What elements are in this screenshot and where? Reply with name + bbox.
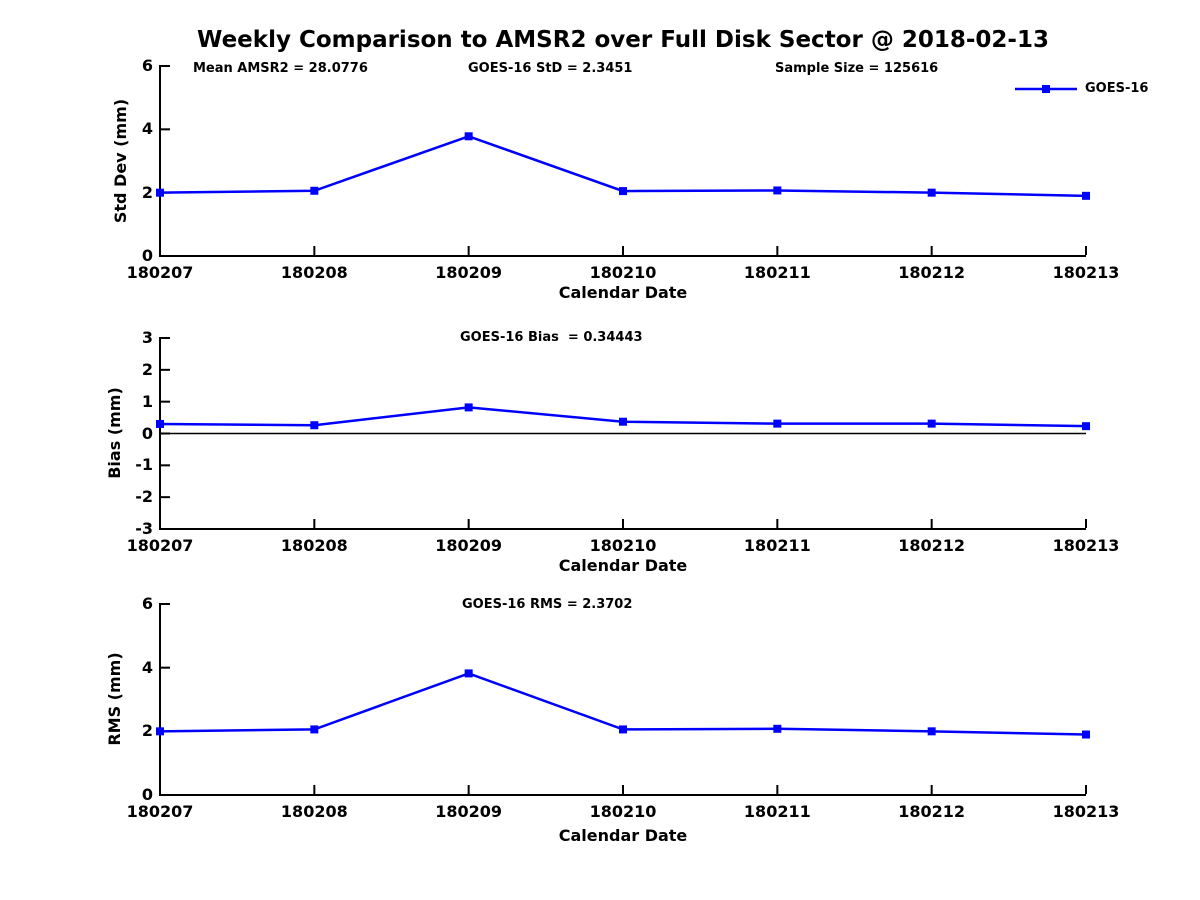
data-point-marker (156, 727, 164, 736)
y-tick-label: 1 (141, 391, 153, 411)
y-tick-label: -3 (135, 519, 153, 538)
data-point-marker (464, 132, 473, 141)
x-tick-label: 180209 (435, 802, 503, 821)
annotation-goes16-bias: GOES-16 Bias = 0.34443 (460, 330, 643, 345)
data-point-marker (773, 419, 782, 428)
x-tick-label: 180210 (589, 802, 657, 821)
y-tick-label: 2 (141, 359, 153, 379)
y-tick-label: 4 (141, 119, 153, 139)
data-point-marker (619, 187, 627, 196)
x-tick-label: 180211 (743, 536, 811, 555)
page-title: Weekly Comparison to AMSR2 over Full Dis… (197, 27, 1049, 53)
y-axis-label-std-dev: Std Dev (mm) (111, 98, 130, 224)
x-tick-label: 180212 (898, 536, 966, 555)
y-tick-label: 6 (141, 594, 153, 613)
annotation-sample-size: Sample Size = 125616 (775, 61, 939, 76)
data-point-marker (464, 403, 473, 412)
data-point-marker (464, 669, 473, 678)
y-tick-label: -1 (135, 455, 153, 475)
x-tick-label: 180212 (898, 802, 966, 821)
y-tick-label: 2 (141, 721, 153, 741)
data-point-marker (773, 186, 782, 195)
x-tick-label: 180208 (280, 263, 348, 282)
x-tick-label: 180213 (1052, 802, 1120, 821)
y-tick-label: 4 (141, 657, 153, 677)
x-tick-label: 180209 (435, 536, 503, 555)
data-point-marker (619, 417, 627, 426)
x-tick-label: 180211 (743, 263, 811, 282)
y-axis-label-rms: RMS (mm) (105, 652, 124, 746)
legend-marker (1042, 85, 1050, 93)
data-point-marker (1082, 191, 1090, 200)
x-tick-label: 180208 (280, 802, 348, 821)
y-tick-label: 0 (141, 785, 153, 804)
data-point-marker (310, 725, 319, 734)
annotation-mean-amsr2: Mean AMSR2 = 28.0776 (193, 61, 368, 76)
data-point-marker (927, 419, 936, 428)
y-tick-label: 0 (141, 246, 153, 265)
y-tick-label: 3 (141, 328, 153, 347)
data-point-marker (310, 186, 319, 195)
x-tick-label: 180207 (126, 802, 194, 821)
x-axis-label-std-dev: Calendar Date (558, 283, 688, 302)
x-tick-label: 180211 (743, 802, 811, 821)
data-point-marker (927, 727, 936, 736)
data-point-marker (310, 421, 319, 430)
series-line (159, 672, 1087, 736)
legend-label: GOES-16 (1085, 81, 1149, 96)
annotation-goes16-rms: GOES-16 RMS = 2.3702 (462, 597, 633, 612)
data-point-marker (156, 188, 164, 197)
annotation-goes16-std: GOES-16 StD = 2.3451 (468, 61, 633, 76)
data-point-marker (927, 188, 936, 197)
y-tick-label: -2 (135, 487, 153, 507)
x-tick-label: 180209 (435, 263, 503, 282)
x-tick-label: 180207 (126, 263, 194, 282)
x-tick-label: 180210 (589, 263, 657, 282)
data-point-marker (1082, 730, 1090, 739)
data-point-marker (156, 419, 164, 428)
y-tick-label: 0 (141, 423, 153, 443)
x-tick-label: 180213 (1052, 536, 1120, 555)
data-point-marker (619, 725, 627, 734)
x-tick-label: 180207 (126, 536, 194, 555)
series-line (159, 134, 1087, 198)
y-tick-label: 2 (141, 182, 153, 202)
x-tick-label: 180212 (898, 263, 966, 282)
x-tick-label: 180208 (280, 536, 348, 555)
x-tick-label: 180210 (589, 536, 657, 555)
data-point-marker (773, 724, 782, 733)
x-axis-label-rms: Calendar Date (558, 826, 688, 845)
x-tick-label: 180213 (1052, 263, 1120, 282)
y-tick-label: 6 (141, 56, 153, 75)
data-point-marker (1082, 422, 1090, 431)
x-axis-label-bias: Calendar Date (558, 556, 688, 575)
